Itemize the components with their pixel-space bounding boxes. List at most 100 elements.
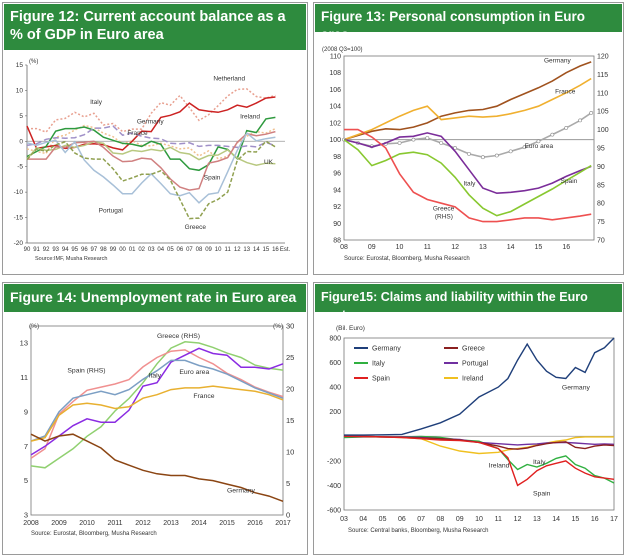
x-tick-label: 12	[451, 244, 459, 251]
x-tick-label: 98	[100, 247, 107, 253]
y-left-tick-label: 5	[24, 476, 28, 485]
y-right-unit-label: (%)	[273, 323, 283, 330]
x-tick-label: 13	[243, 247, 250, 253]
x-tick-label: 07	[417, 516, 425, 523]
figure-12-title-text: Figure 12: Current account balance as a …	[10, 9, 286, 43]
euro-area-point	[425, 136, 430, 140]
y-left-tick-label: 90	[333, 221, 341, 228]
x-tick-label: 2010	[79, 520, 95, 527]
x-tick-label: 14	[253, 247, 260, 253]
x-tick-label: 01	[129, 247, 136, 253]
x-tick-label: 13	[533, 516, 541, 523]
figure-15-title: Figure15: Claims and liability within th…	[315, 284, 622, 322]
y-tick-label: 800	[329, 336, 341, 343]
figure-15-title-text: Figure15: Claims and liability within th…	[321, 290, 588, 322]
x-tick-label: 06	[398, 516, 406, 523]
x-tick-label: 13	[479, 244, 487, 251]
x-tick-label: 04	[359, 516, 367, 523]
x-tick-label: 10	[396, 244, 404, 251]
x-tick-label: 93	[52, 247, 59, 253]
legend-label-italy: Italy	[372, 361, 385, 368]
y-right-tick-label: 90	[597, 164, 605, 171]
series-label-france: France	[555, 89, 576, 96]
x-tick-label: 2008	[23, 520, 39, 527]
series-line-uk	[26, 141, 276, 166]
series-line-spain	[27, 130, 276, 191]
legend-label-spain: Spain	[372, 376, 390, 383]
x-tick-label: Est.	[280, 247, 291, 253]
x-tick-label: 10	[215, 247, 222, 253]
series-line-italy	[343, 132, 592, 195]
figure-15-panel: Figure15: Claims and liability within th…	[313, 282, 624, 555]
series-label-spain-rhs: Spain (RHS)	[67, 367, 105, 374]
x-tick-label: 17	[610, 516, 618, 523]
x-tick-label: 16	[562, 244, 570, 251]
series-line-germany	[30, 433, 284, 503]
series-line-portugal	[26, 131, 276, 204]
annotation-label-germany: Germany	[562, 385, 591, 392]
annotation-label-italy: Italy	[533, 459, 546, 466]
annotation-label-ireland: Ireland	[489, 463, 510, 470]
series-label-spain: Spain	[561, 178, 578, 185]
series-line-germany	[343, 61, 592, 141]
y-right-tick-label: 120	[597, 54, 609, 61]
series-label-greece-rhs: (RHS)	[435, 214, 453, 221]
y-left-tick-label: 98	[333, 154, 341, 161]
x-tick-label: 90	[24, 247, 31, 253]
y-right-tick-label: 10	[286, 448, 294, 457]
figure-13-chart: (2008 Q3=100)110108106104102100989694929…	[322, 47, 609, 262]
x-tick-label: 2009	[51, 520, 67, 527]
euro-area-point	[397, 141, 402, 145]
x-tick-label: 09	[456, 516, 464, 523]
y-left-tick-label: 88	[333, 238, 341, 245]
y-right-tick-label: 0	[286, 511, 290, 520]
y-left-tick-label: 106	[329, 87, 341, 94]
x-tick-label: 04	[157, 247, 164, 253]
x-tick-label: 08	[196, 247, 203, 253]
x-tick-label: 11	[225, 247, 232, 253]
x-tick-label: 03	[340, 516, 348, 523]
x-tick-label: 94	[62, 247, 69, 253]
x-tick-label: 92	[43, 247, 50, 253]
euro-area-point	[578, 118, 583, 123]
x-tick-label: 10	[475, 516, 483, 523]
series-line-euro-area	[30, 359, 284, 442]
figure-12-panel: Figure 12: Current account balance as a …	[2, 2, 308, 275]
x-tick-label: 99	[110, 247, 117, 253]
figure-14-panel: Figure 14: Unemployment rate in Euro are…	[2, 282, 308, 555]
x-tick-label: 11	[424, 244, 431, 251]
y-left-tick-label: 11	[20, 373, 28, 382]
legend-label-germany: Germany	[372, 346, 401, 353]
x-tick-label: 2017	[275, 520, 291, 527]
series-line-spain	[343, 435, 615, 487]
y-right-tick-label: 105	[597, 109, 609, 116]
y-tick-label: -20	[14, 240, 24, 247]
euro-area-point	[522, 145, 527, 150]
series-label-portugal: Portugal	[99, 207, 124, 214]
series-label-uk: UK	[264, 159, 274, 166]
y-left-tick-label: 96	[333, 171, 341, 178]
euro-area-point	[439, 141, 444, 145]
y-unit-label: (2008 Q3=100)	[322, 47, 363, 53]
y-left-tick-label: 100	[329, 137, 341, 144]
x-tick-label: 16	[272, 247, 279, 253]
series-label-greece: Greece	[433, 206, 455, 213]
series-label-euro-area: Euro area	[179, 369, 209, 376]
x-tick-label: 95	[71, 247, 78, 253]
x-tick-label: 05	[167, 247, 174, 253]
series-line-greece-rhs	[30, 341, 284, 469]
y-tick-label: -5	[17, 164, 23, 171]
figure-14-title: Figure 14: Unemployment rate in Euro are…	[4, 284, 306, 312]
euro-area-point	[508, 149, 513, 154]
series-line-germany	[344, 337, 615, 436]
figure-14-title-text: Figure 14: Unemployment rate in Euro are…	[10, 289, 297, 305]
y-tick-label: 5	[19, 113, 23, 120]
euro-area-point	[550, 132, 555, 137]
euro-area-point	[467, 151, 471, 156]
x-tick-label: 00	[119, 247, 126, 253]
y-right-tick-label: 25	[286, 353, 294, 362]
y-right-tick-label: 80	[597, 201, 605, 208]
annotation-label-spain: Spain	[533, 490, 551, 497]
